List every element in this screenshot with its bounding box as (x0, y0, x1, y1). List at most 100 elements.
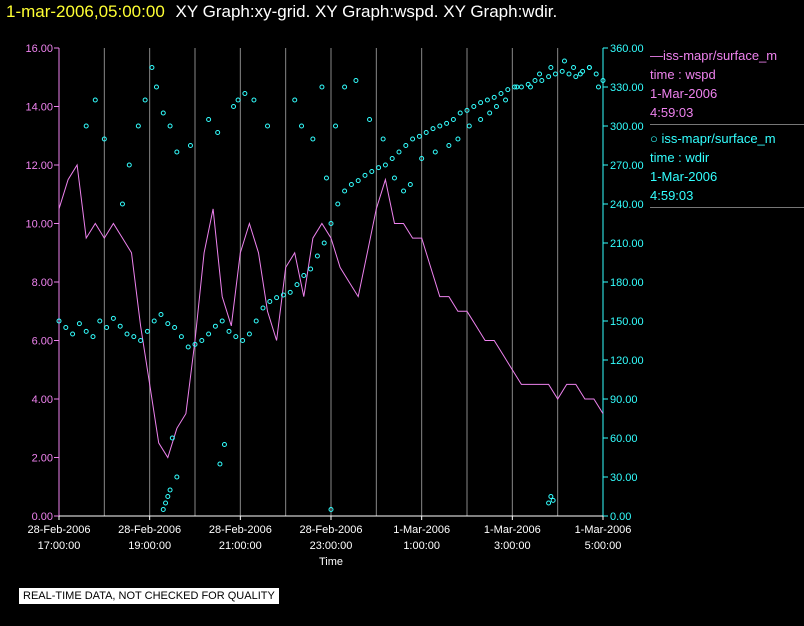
wdir-point (167, 487, 173, 493)
right-tick-label: 180.00 (610, 277, 644, 289)
wdir-point (478, 117, 484, 122)
wdir-point (101, 136, 107, 142)
wdir-point (498, 91, 504, 96)
wdir-point (174, 149, 180, 155)
wdir-point (301, 273, 307, 278)
wdir-point (169, 435, 175, 441)
x-tick-date: 28-Feb-2006 (300, 524, 363, 536)
x-tick-date: 28-Feb-2006 (209, 524, 272, 536)
wdir-point (600, 78, 606, 83)
x-tick-date: 28-Feb-2006 (28, 524, 91, 536)
wdir-point (559, 68, 565, 74)
wdir-point (206, 117, 212, 122)
right-tick-label: 300.00 (610, 121, 644, 133)
x-tick-time: 23:00:00 (310, 540, 353, 552)
wdir-point (56, 318, 62, 324)
wdir-point (274, 295, 280, 301)
left-tick-label: 0.00 (32, 511, 53, 523)
wdir-point (240, 338, 246, 343)
wdir-point (160, 110, 166, 116)
right-tick-label: 240.00 (610, 199, 644, 211)
legend-wdir-name: ○ iss-mapr/surface_m (650, 131, 776, 146)
wdir-point (267, 299, 273, 304)
wdir-point (163, 500, 169, 506)
wdir-point (466, 123, 472, 129)
x-tick-date: 1-Mar-2006 (393, 524, 450, 536)
x-tick-date: 1-Mar-2006 (575, 524, 632, 536)
wdir-point (97, 318, 103, 324)
x-tick-time: 21:00:00 (219, 540, 262, 552)
wdir-point (138, 338, 144, 343)
wdir-point (294, 282, 300, 288)
wspd-line (58, 163, 604, 459)
legend-wspd: —iss-mapr/surface_m time : wspd 1-Mar-20… (650, 46, 804, 125)
x-tick-date: 1-Mar-2006 (484, 524, 541, 536)
wdir-point (212, 323, 218, 329)
wdir-point (314, 253, 320, 259)
wdir-point (199, 338, 205, 343)
wdir-point (328, 221, 334, 226)
wdir-point (484, 97, 490, 103)
wdir-point (546, 74, 552, 80)
wdir-point (165, 494, 171, 499)
wdir-point (446, 143, 452, 148)
wdir-point (165, 321, 171, 327)
wdir-point (321, 240, 327, 246)
wdir-point (444, 120, 450, 126)
axis-labels: 0.00 2.00 4.00 6.00 8.00 10.00 12.00 14.00 16.00… (25, 43, 643, 568)
wdir-point (566, 71, 572, 77)
right-tick-label: 270.00 (610, 160, 644, 172)
wdir-point (221, 442, 227, 447)
wdir-point (410, 136, 416, 142)
wdir-point (450, 117, 456, 122)
wdir-point (595, 84, 601, 90)
wdir-point (471, 104, 477, 109)
axes (54, 47, 608, 520)
wdir-point (532, 78, 538, 83)
legend: —iss-mapr/surface_m time : wspd 1-Mar-20… (650, 46, 804, 212)
x-tick-time: 1:00:00 (403, 540, 440, 552)
wdir-point (153, 84, 159, 90)
wdir-point (280, 292, 286, 298)
wdir-point (158, 312, 164, 317)
right-tick-label: 90.00 (610, 394, 638, 406)
wdir-point (416, 133, 422, 139)
wdir-point (192, 341, 198, 347)
left-tick-label: 6.00 (32, 336, 53, 348)
wdir-point (478, 100, 484, 106)
legend-wdir-time: 4:59:03 (650, 188, 694, 203)
wdir-point (160, 507, 166, 512)
wdir-point (185, 344, 191, 350)
legend-wspd-date: 1-Mar-2006 (650, 86, 718, 101)
legend-wspd-var: time : wspd (650, 67, 716, 82)
wdir-point (455, 136, 461, 142)
right-tick-label: 330.00 (610, 82, 644, 94)
wdir-point (226, 328, 232, 334)
right-tick-label: 150.00 (610, 316, 644, 328)
wdir-point (217, 461, 223, 467)
wdir-point (63, 325, 69, 330)
wdir-point (126, 162, 132, 168)
wdir-point (333, 123, 339, 129)
left-tick-label: 10.00 (25, 219, 53, 231)
wdir-point (571, 65, 577, 70)
wdir-point (430, 126, 436, 132)
legend-wdir-var: time : wdir (650, 150, 710, 165)
wdir-point (246, 331, 252, 337)
wdir-point (546, 500, 552, 506)
wdir-point (174, 474, 180, 480)
wdir-point (76, 321, 82, 327)
right-tick-label: 60.00 (610, 433, 638, 445)
wdir-point (552, 71, 558, 77)
legend-wspd-name: —iss-mapr/surface_m (650, 48, 778, 63)
x-axis-label: Time (319, 556, 343, 568)
wdir-point (573, 74, 579, 80)
quality-disclaimer: REAL-TIME DATA, NOT CHECKED FOR QUALITY (19, 588, 279, 604)
timestamp: 1-mar-2006,05:00:00 (6, 2, 165, 21)
wdir-point (167, 123, 173, 129)
wdir-point (380, 136, 386, 142)
wdir-point (348, 182, 354, 187)
wdir-point (437, 123, 443, 129)
wdir-point (251, 97, 257, 103)
